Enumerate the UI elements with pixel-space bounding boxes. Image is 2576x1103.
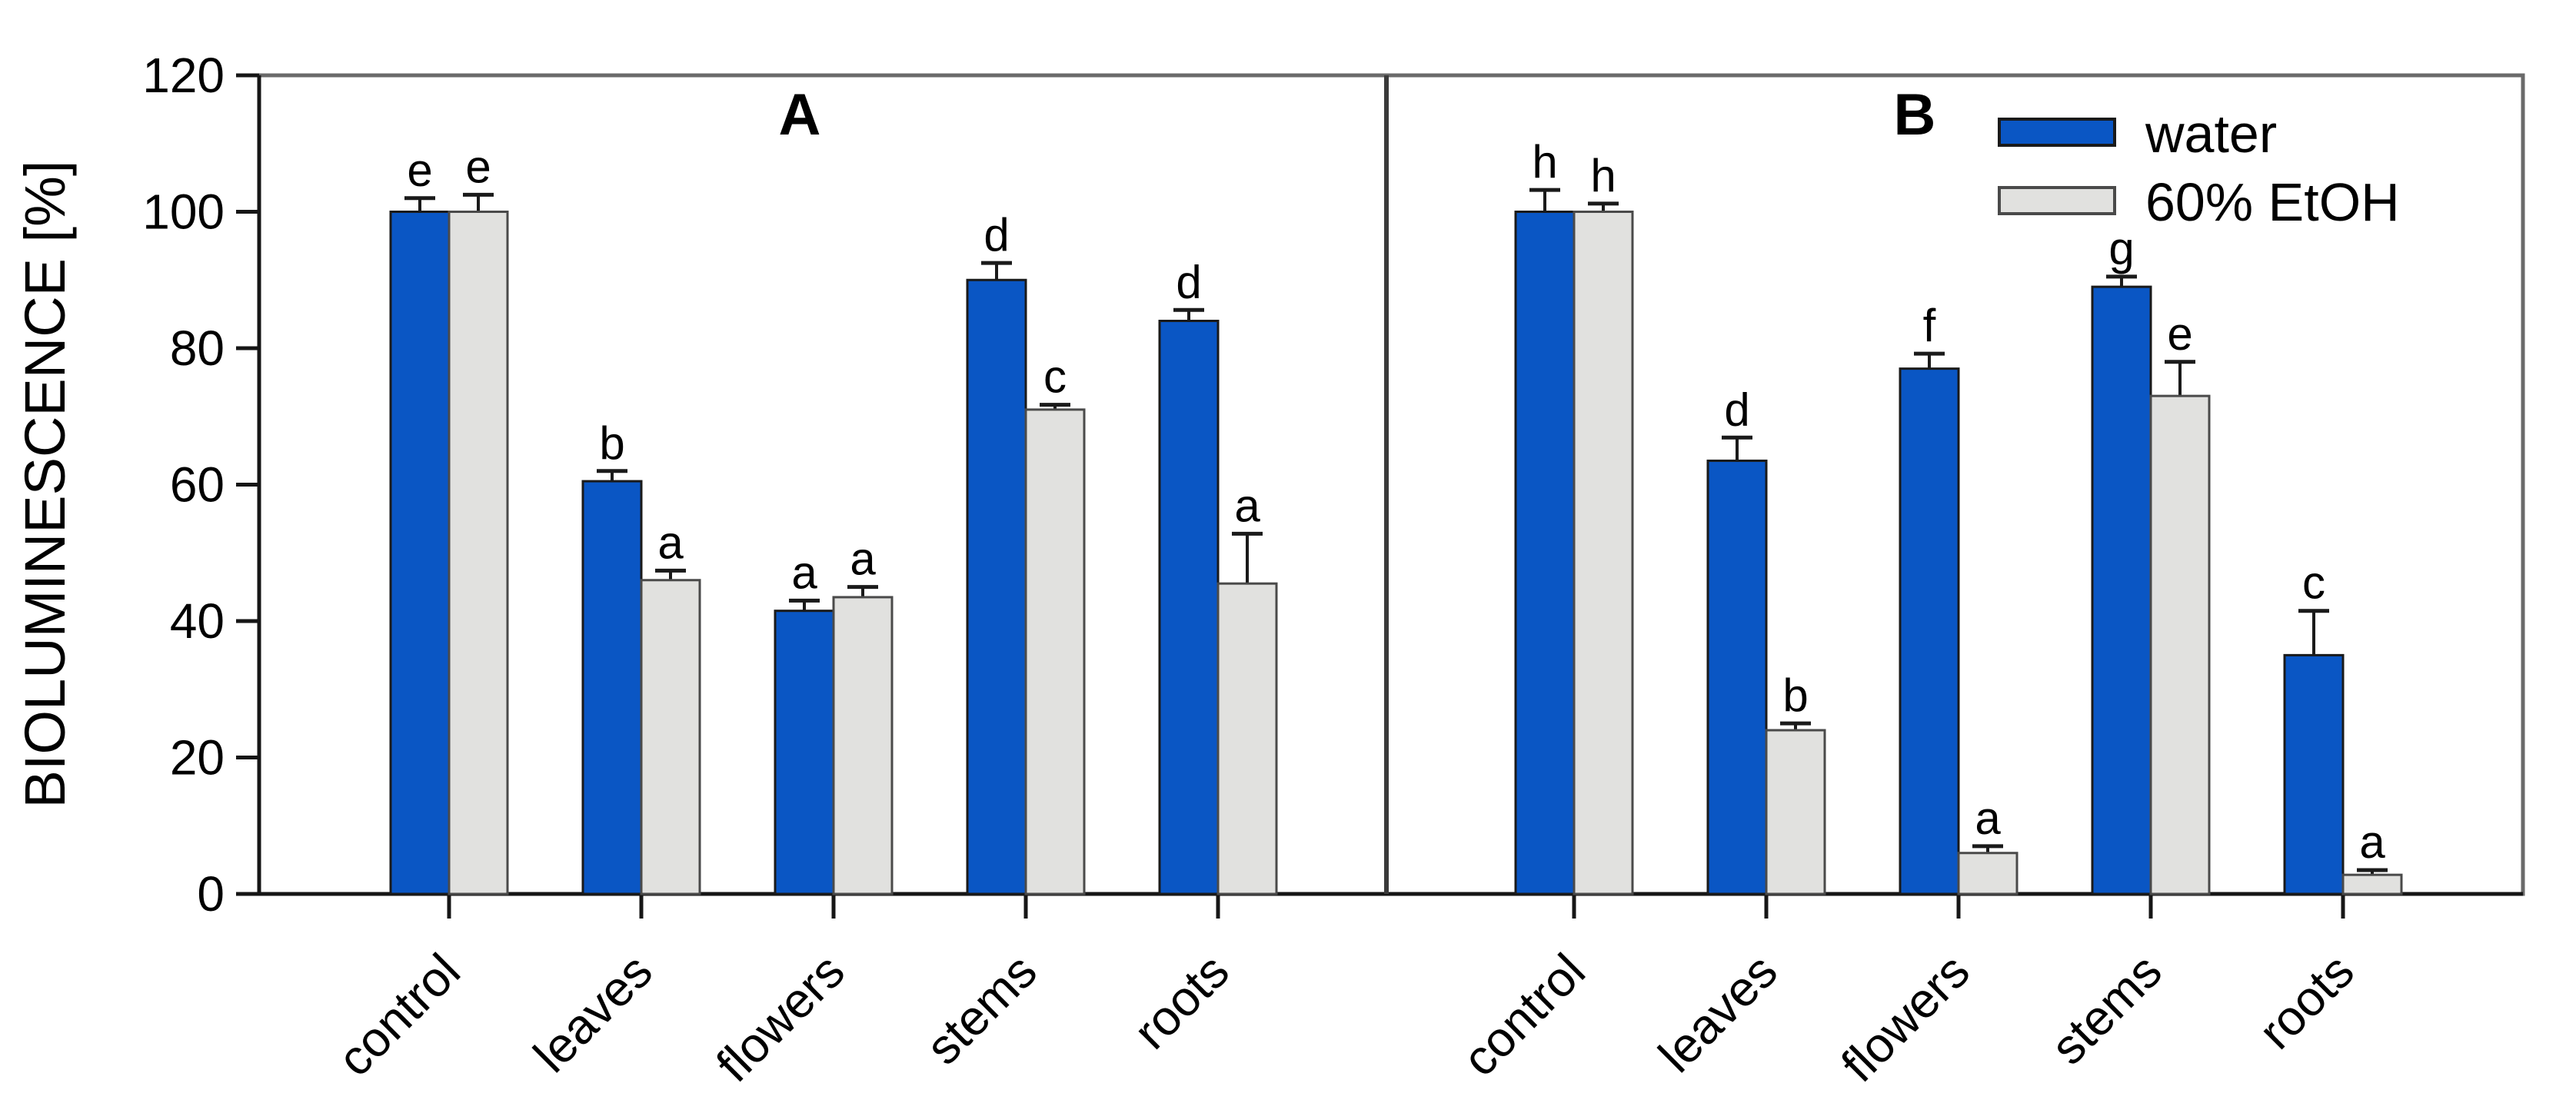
sig-letter: a xyxy=(850,533,876,585)
y-tick-label: 80 xyxy=(170,321,225,376)
x-tick-label-roots: roots xyxy=(2248,943,2365,1060)
sig-letter: d xyxy=(1724,384,1749,435)
panel-b-label: B xyxy=(1894,82,1936,148)
bar-water-flowers xyxy=(774,610,835,895)
sig-letter: d xyxy=(1176,256,1201,307)
x-tick-label-stems: stems xyxy=(915,943,1047,1075)
x-tick-label-flowers: flowers xyxy=(1831,943,1980,1092)
x-tick-label-leaves: leaves xyxy=(523,943,663,1083)
sig-letter: a xyxy=(2359,816,2385,868)
y-tick-label: 60 xyxy=(170,457,225,513)
x-tick-label-control: control xyxy=(327,943,471,1087)
bar-water-control xyxy=(389,211,451,895)
x-tick-label-flowers: flowers xyxy=(706,943,855,1092)
y-tick-label: 120 xyxy=(142,48,225,103)
sig-letter: d xyxy=(983,209,1009,261)
sig-letter: h xyxy=(1532,136,1557,188)
sig-letter: e xyxy=(2167,308,2192,360)
x-tick-label-leaves: leaves xyxy=(1648,943,1788,1083)
sig-letter: a xyxy=(1975,792,2001,844)
x-tick-label-roots: roots xyxy=(1123,943,1240,1060)
bar-60-etoh-roots xyxy=(2341,873,2403,895)
y-tick-label: 100 xyxy=(142,184,225,240)
legend-label-etoh: 60% EtOH xyxy=(2145,172,2400,232)
bar-60-etoh-flowers xyxy=(1957,852,2019,895)
bar-60-etoh-control xyxy=(1573,211,1634,895)
x-tick-label-stems: stems xyxy=(2040,943,2172,1075)
sig-letter: h xyxy=(1590,150,1616,201)
bar-water-roots xyxy=(1158,320,1220,895)
panel-a-label: A xyxy=(779,82,821,148)
sig-letter: e xyxy=(407,145,432,196)
sig-letter: b xyxy=(1782,669,1808,721)
bar-60-etoh-flowers xyxy=(832,596,894,895)
y-tick-label: 20 xyxy=(170,730,225,786)
bar-60-etoh-roots xyxy=(1216,582,1278,895)
bar-water-flowers xyxy=(1899,367,1960,895)
sig-letter: e xyxy=(465,141,491,192)
bar-60-etoh-stems xyxy=(1024,408,1086,895)
sig-letter: a xyxy=(657,517,684,568)
bar-60-etoh-control xyxy=(448,211,509,895)
bar-water-stems xyxy=(2091,285,2152,895)
bar-60-etoh-leaves xyxy=(640,579,701,895)
bar-water-leaves xyxy=(1706,459,1768,895)
legend-label-water: water xyxy=(2145,104,2277,164)
x-tick-label-control: control xyxy=(1452,943,1596,1087)
sig-letter: c xyxy=(1043,351,1067,403)
legend-swatch-water xyxy=(1998,118,2116,147)
legend: water 60% EtOH xyxy=(1998,104,2400,232)
bar-water-stems xyxy=(966,278,1027,895)
sig-letter: b xyxy=(599,417,624,469)
sig-letter: g xyxy=(2108,223,2134,274)
bar-water-roots xyxy=(2283,653,2345,895)
sig-letter: a xyxy=(791,547,817,598)
legend-swatch-etoh xyxy=(1998,186,2116,215)
y-tick-label: 40 xyxy=(170,593,225,649)
bar-water-leaves xyxy=(581,480,643,895)
sig-letter: c xyxy=(2302,557,2325,609)
sig-letter: f xyxy=(1923,300,1936,351)
bar-water-control xyxy=(1514,211,1576,895)
bar-60-etoh-leaves xyxy=(1765,729,1826,895)
y-axis-title: BIOLUMINESCENCE [%] xyxy=(13,161,77,809)
y-tick-label: 0 xyxy=(197,866,225,922)
bar-60-etoh-stems xyxy=(2149,394,2211,895)
sig-letter: a xyxy=(1234,480,1260,531)
